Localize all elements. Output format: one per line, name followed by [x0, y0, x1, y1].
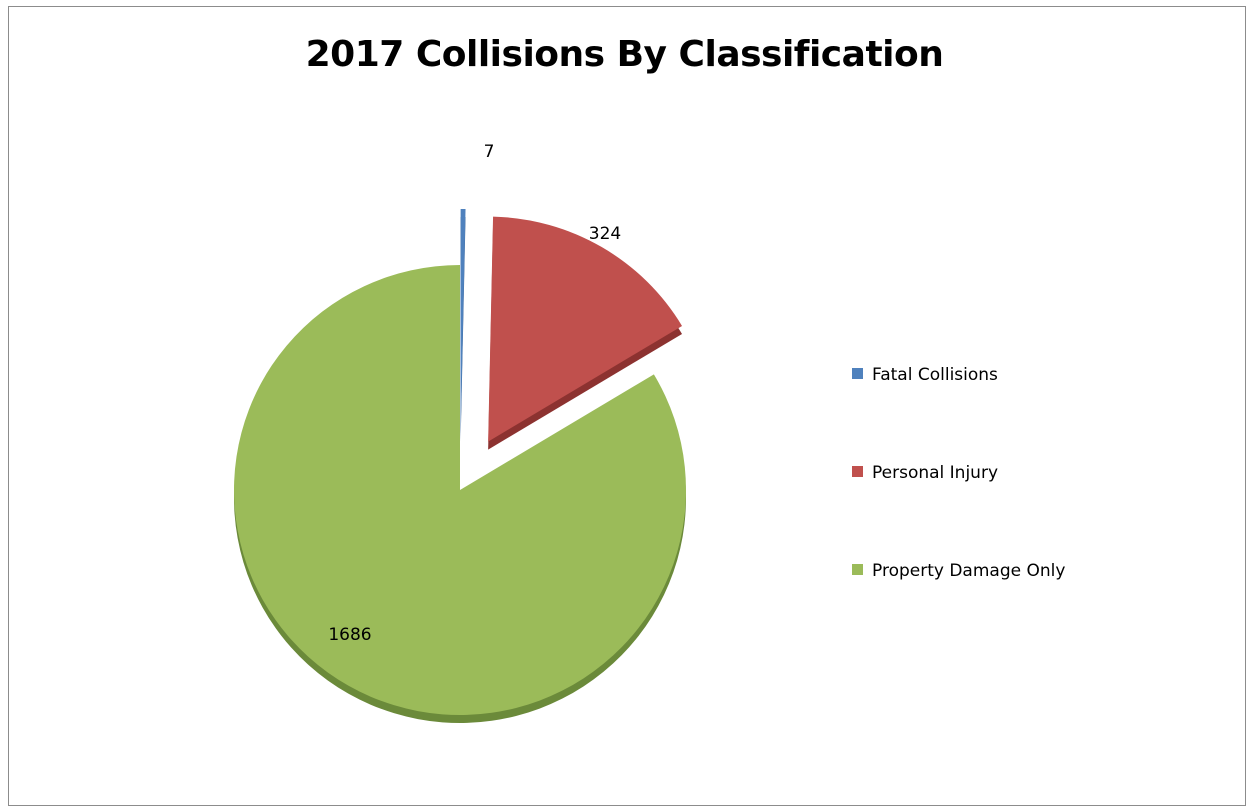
pie-slice-top-fatal-collisions [460, 209, 466, 435]
pie-slice-fatal-collisions [460, 209, 466, 443]
legend-swatch-property-damage-only [852, 564, 863, 575]
legend-swatch-fatal-collisions [852, 368, 863, 379]
pie-slice-personal-injury [488, 216, 683, 450]
legend-swatch-personal-injury [852, 466, 863, 477]
pie-slices [233, 209, 686, 724]
pie-slice-property-damage-only [233, 265, 686, 724]
legend-item-personal-injury: Personal Injury [852, 463, 998, 483]
legend-item-property-damage-only: Property Damage Only [852, 561, 1065, 581]
legend-label-personal-injury: Personal Injury [872, 463, 998, 483]
pie-slice-top-property-damage-only [233, 265, 686, 715]
data-label-fatal-collisions: 7 [484, 142, 495, 162]
legend: Fatal Collisions Personal Injury Property … [852, 365, 1065, 581]
legend-label-fatal-collisions: Fatal Collisions [872, 365, 998, 385]
chart-title: 2017 Collisions By Classification [305, 34, 944, 75]
legend-item-fatal-collisions: Fatal Collisions [852, 365, 998, 385]
data-labels: 7 324 1686 [328, 142, 621, 645]
data-label-property-damage-only: 1686 [328, 625, 371, 645]
data-label-personal-injury: 324 [589, 224, 621, 244]
legend-label-property-damage-only: Property Damage Only [872, 561, 1065, 581]
pie-slice-top-personal-injury [488, 216, 683, 442]
